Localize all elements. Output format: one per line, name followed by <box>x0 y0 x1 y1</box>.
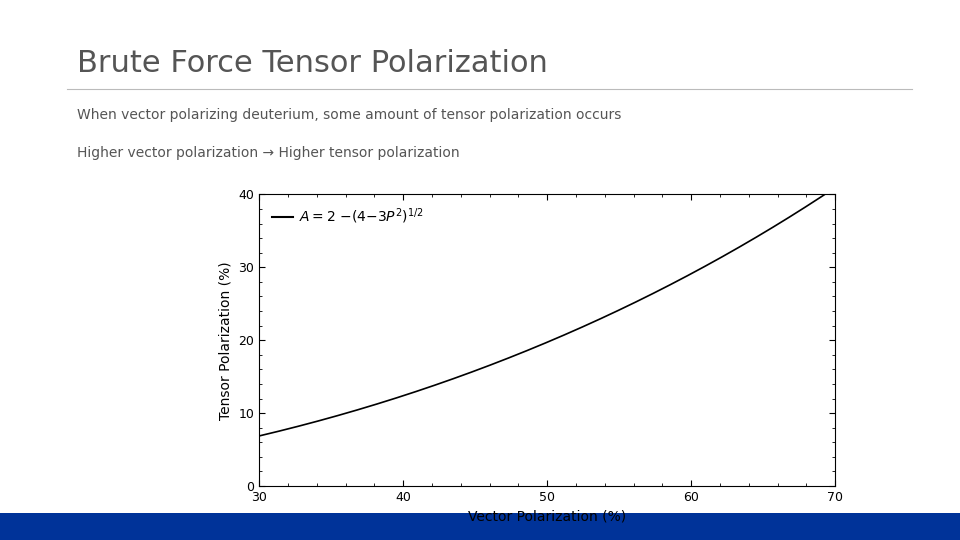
Text: Higher vector polarization → Higher tensor polarization: Higher vector polarization → Higher tens… <box>77 146 460 160</box>
Y-axis label: Tensor Polarization (%): Tensor Polarization (%) <box>219 261 233 420</box>
Legend: $A = 2\ \mathrm{-}(4\mathrm{-}3P^2)^{1/2}$: $A = 2\ \mathrm{-}(4\mathrm{-}3P^2)^{1/2… <box>266 201 430 232</box>
Text: Brute Force Tensor Polarization: Brute Force Tensor Polarization <box>77 49 547 78</box>
X-axis label: Vector Polarization (%): Vector Polarization (%) <box>468 509 626 523</box>
Text: When vector polarizing deuterium, some amount of tensor polarization occurs: When vector polarizing deuterium, some a… <box>77 108 621 122</box>
